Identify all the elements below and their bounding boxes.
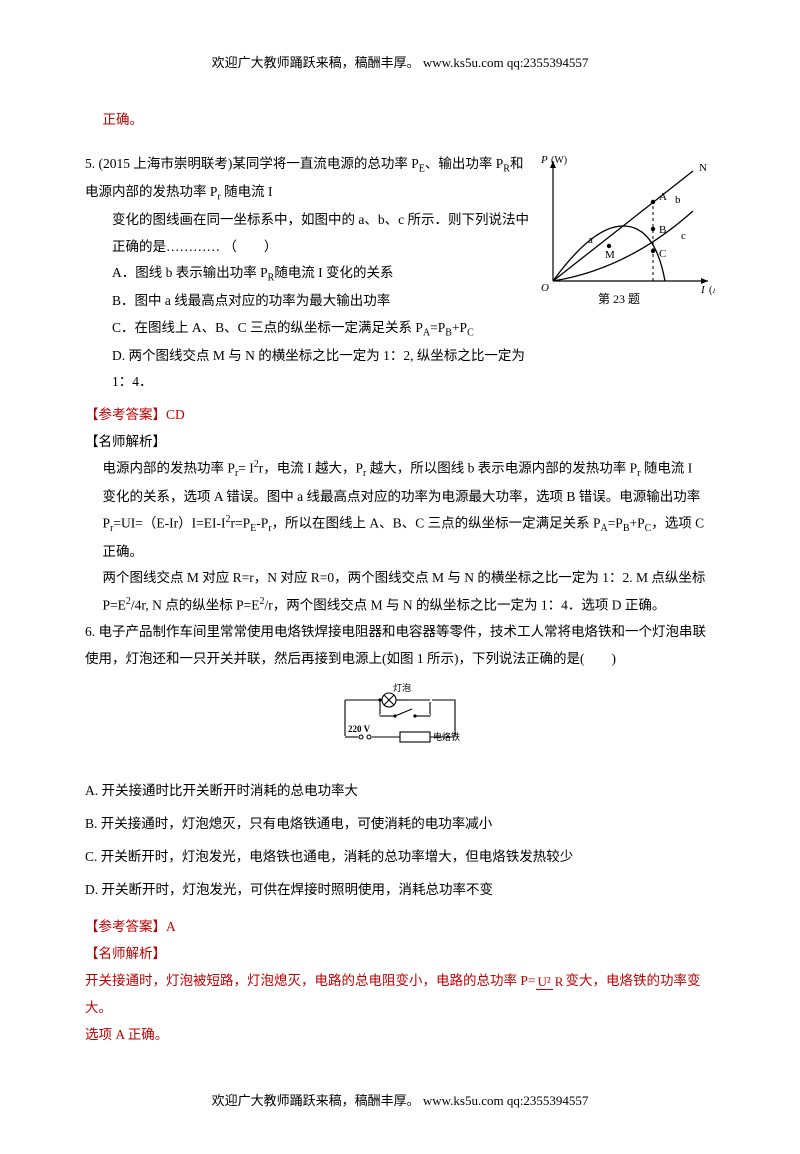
svg-text:N: N — [699, 162, 707, 174]
q5-option-c: C．在图线上 A、B、C 三点的纵坐标一定满足关系 PA=PB+PC — [85, 315, 529, 343]
svg-text:a: a — [588, 234, 593, 246]
svg-text:(W): (W) — [551, 155, 567, 166]
svg-text:220 V: 220 V — [348, 724, 371, 734]
svg-text:第 23 题: 第 23 题 — [598, 292, 640, 306]
svg-text:c: c — [681, 230, 686, 242]
q6-explain-end: 选项 A 正确。 — [85, 1021, 715, 1048]
q5-option-a: A．图线 b 表示输出功率 PR随电流 I 变化的关系 — [85, 260, 529, 288]
svg-text:B: B — [659, 224, 666, 236]
svg-text:(A): (A) — [709, 285, 715, 296]
svg-text:A: A — [659, 191, 667, 203]
q6-option-c: C. 开关断开时，灯泡发光，电烙铁也通电，消耗的总功率增大，但电烙铁发热较少 — [85, 843, 715, 870]
q5-chart: A BC M Na b c P(W) I(A) O 第 23 题 — [535, 151, 715, 315]
svg-text:I: I — [700, 284, 706, 296]
svg-text:电烙铁: 电烙铁 — [433, 731, 460, 742]
q6-circuit-diagram: 灯泡电烙铁 220 V — [85, 682, 715, 761]
q5-option-b: B．图中 a 线最高点对应的功率为最大输出功率 — [85, 288, 529, 314]
q6-option-d: D. 开关断开时，灯泡发光，可供在焊接时照明使用，消耗总功率不变 — [85, 876, 715, 903]
svg-text:O: O — [541, 282, 549, 294]
svg-text:b: b — [675, 194, 681, 206]
page-header: 欢迎广大教师踊跃来稿，稿酬丰厚。 www.ks5u.com qq:2355394… — [85, 50, 715, 76]
svg-text:M: M — [605, 249, 615, 261]
svg-text:P: P — [540, 154, 548, 166]
q6-stem: 6. 电子产品制作车间里常常使用电烙铁焊接电阻器和电容器等零件，技术工人常将电烙… — [85, 618, 715, 672]
q5-option-d: D. 两个图线交点 M 与 N 的横坐标之比一定为 1：2, 纵坐标之比一定为 … — [85, 343, 529, 396]
q6-answer: 【参考答案】A — [85, 913, 715, 940]
q6-explain: 开关接通时，灯泡被短路，灯泡熄灭，电路的总电阻变小，电路的总功率 P=U²R变大… — [85, 967, 715, 1021]
q5-explain: 电源内部的发热功率 Pr= I2r，电流 I 越大，Pr 越大，所以图线 b 表… — [85, 455, 715, 618]
q6-explain-label: 【名师解析】 — [85, 940, 715, 967]
svg-text:灯泡: 灯泡 — [393, 682, 411, 693]
q5-answer: 【参考答案】CD — [85, 401, 715, 428]
q5-stem-line2: 变化的图线画在同一坐标系中，如图中的 a、b、c 所示．则下列说法中正确的是……… — [85, 207, 529, 260]
svg-text:C: C — [659, 248, 666, 260]
q5-explain-label: 【名师解析】 — [85, 428, 715, 455]
q6-option-b: B. 开关接通时，灯泡熄灭，只有电烙铁通电，可使消耗的电功率减小 — [85, 810, 715, 837]
question-6: 6. 电子产品制作车间里常常使用电烙铁焊接电阻器和电容器等零件，技术工人常将电烙… — [85, 618, 715, 1048]
q5-stem-line1: 5. (2015 上海市崇明联考)某同学将一直流电源的总功率 PE、输出功率 P… — [85, 151, 529, 207]
q6-option-a: A. 开关接通时比开关断开时消耗的总电功率大 — [85, 777, 715, 804]
prev-correct-text: 正确。 — [85, 106, 715, 133]
question-5: 5. (2015 上海市崇明联考)某同学将一直流电源的总功率 PE、输出功率 P… — [85, 151, 715, 618]
page-footer: 欢迎广大教师踊跃来稿，稿酬丰厚。 www.ks5u.com qq:2355394… — [85, 1088, 715, 1114]
